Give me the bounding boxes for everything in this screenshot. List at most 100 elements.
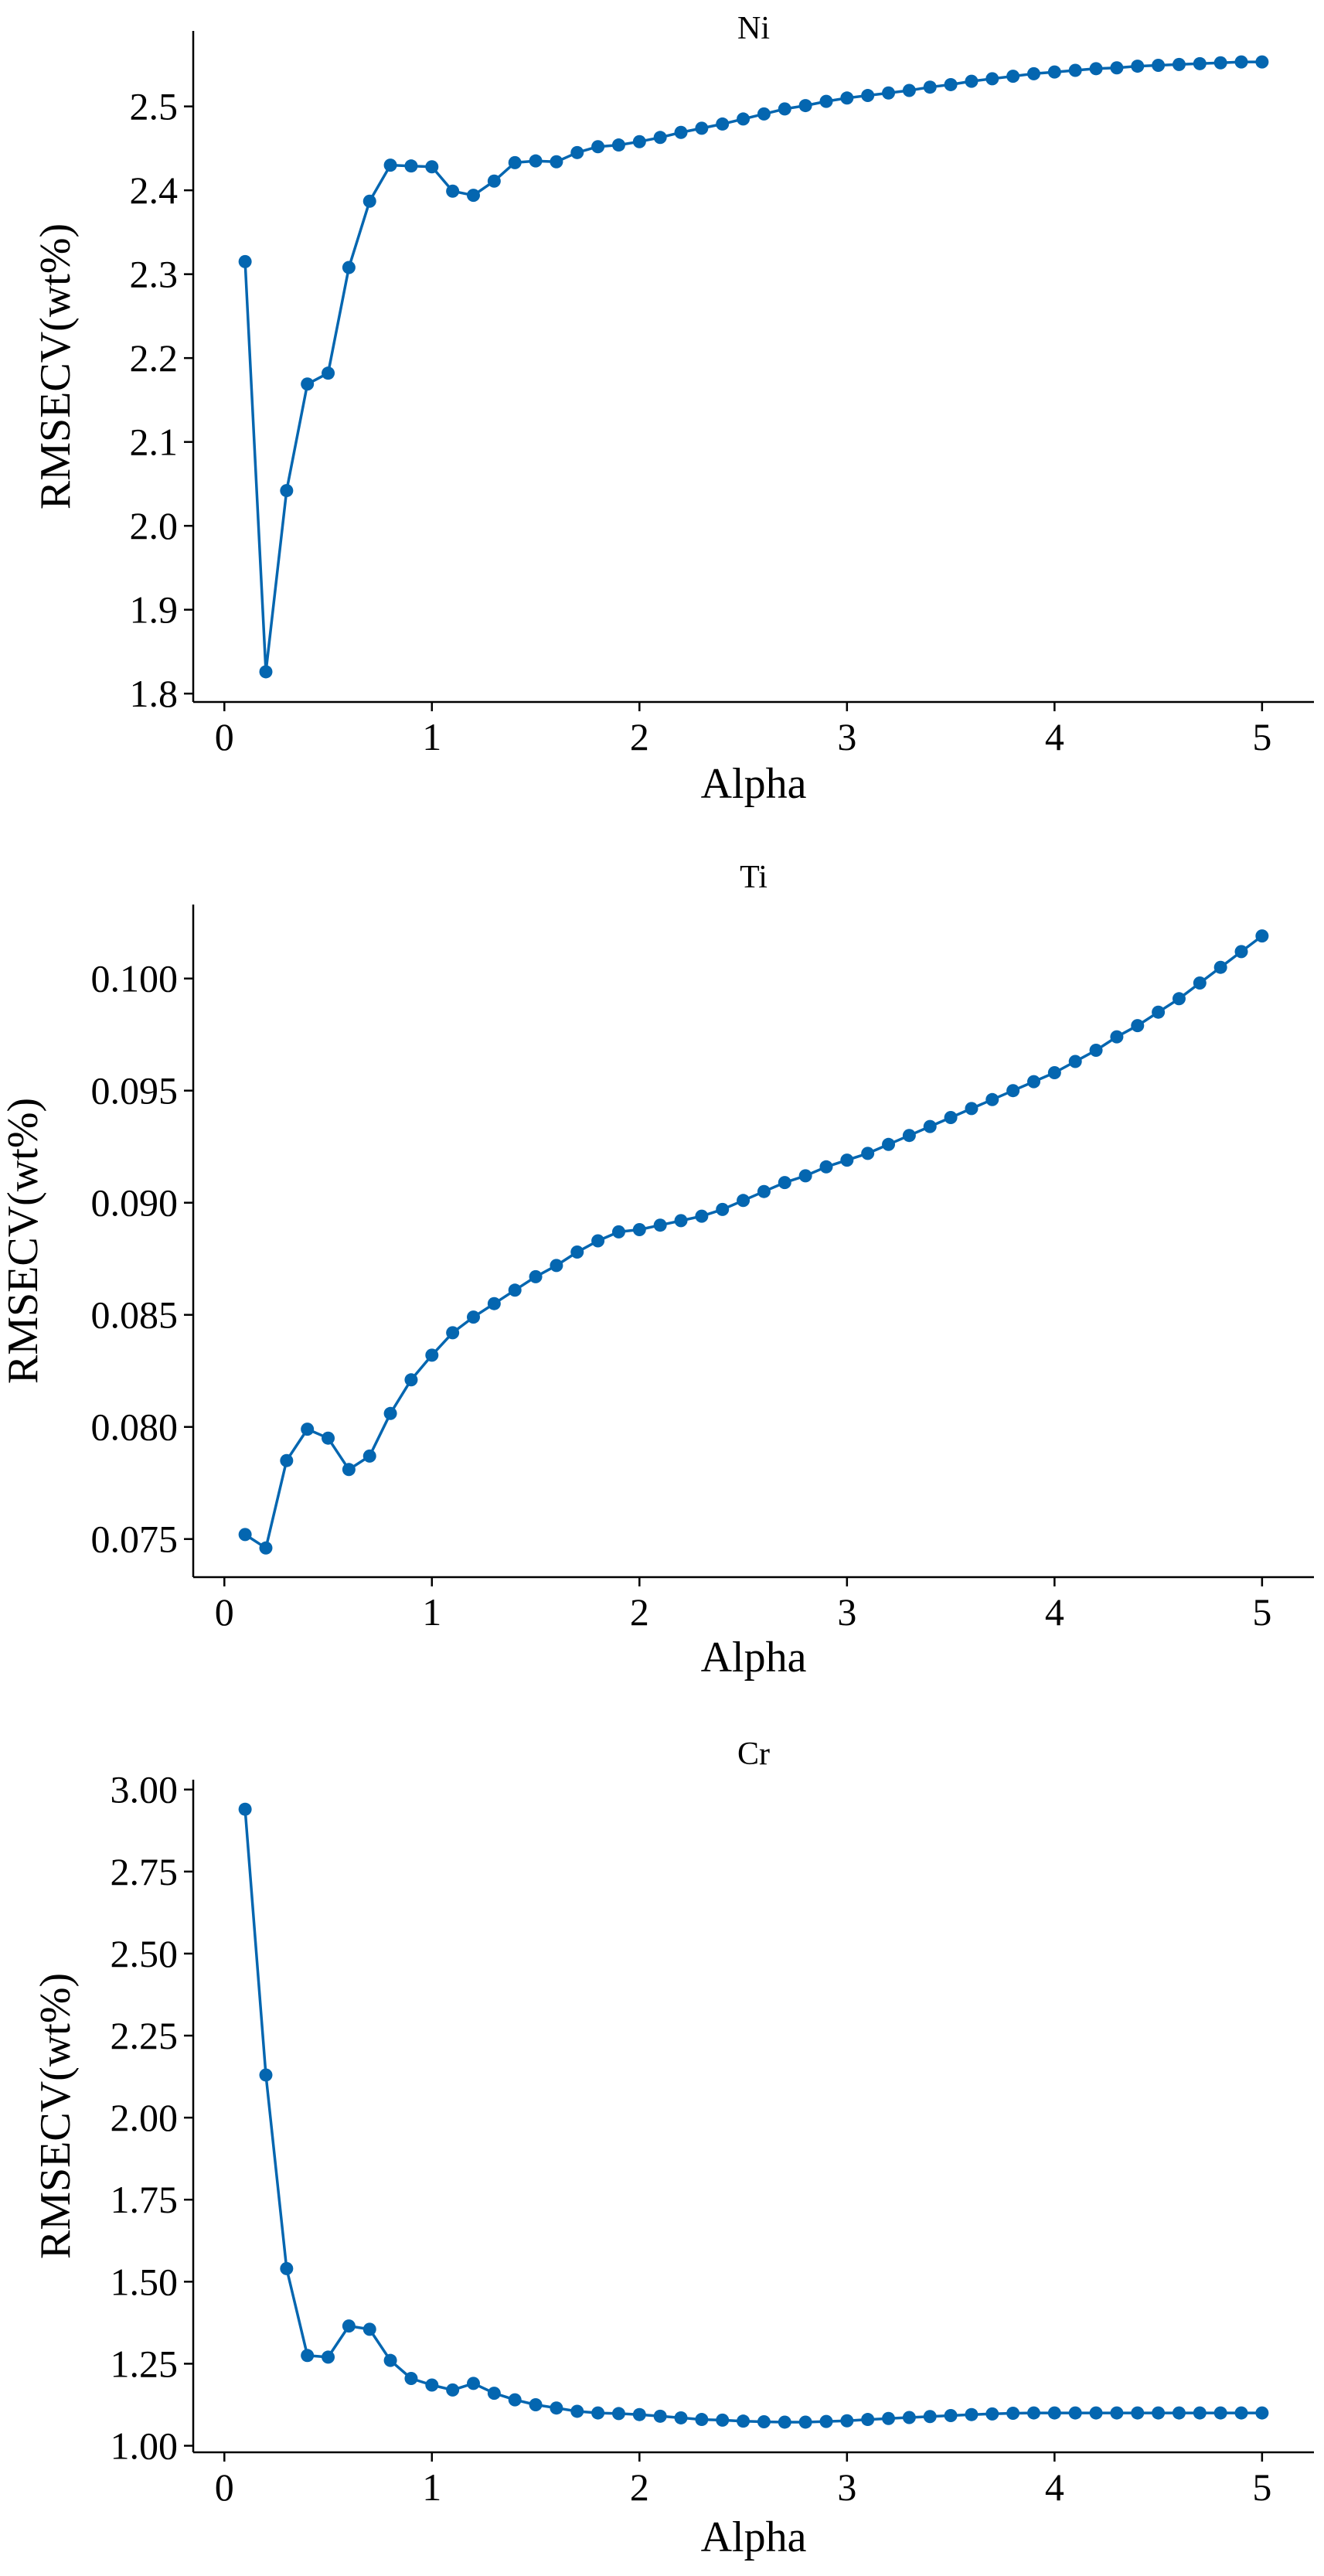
data-point bbox=[404, 1373, 418, 1387]
data-point bbox=[965, 1102, 979, 1116]
data-point bbox=[425, 160, 439, 174]
y-tick-label: 2.0 bbox=[130, 504, 179, 547]
series-line bbox=[244, 935, 1263, 1550]
data-point bbox=[882, 1137, 896, 1151]
data-point bbox=[819, 94, 833, 108]
data-point bbox=[716, 2413, 730, 2427]
data-point bbox=[238, 1802, 252, 1816]
chart-panel-cr: Cr 0 1 2 3 4 5 1.00 1.25 1.50 1.75 2.00 2.25 2.50 2.75… bbox=[32, 1736, 1314, 2561]
data-point bbox=[238, 254, 252, 268]
data-point bbox=[778, 102, 791, 116]
data-point bbox=[1068, 2406, 1082, 2420]
data-point bbox=[1047, 65, 1061, 79]
y-tick-label: 1.50 bbox=[111, 2260, 179, 2303]
data-point bbox=[923, 2410, 937, 2424]
data-point bbox=[1068, 1055, 1082, 1068]
data-point bbox=[882, 86, 896, 100]
data-point bbox=[362, 1449, 376, 1463]
data-point bbox=[529, 2397, 543, 2411]
data-point bbox=[1255, 2406, 1269, 2420]
data-point bbox=[716, 117, 730, 131]
data-point bbox=[570, 1245, 584, 1259]
data-point bbox=[840, 91, 854, 105]
data-point bbox=[1110, 1030, 1124, 1044]
y-tick-label: 2.00 bbox=[111, 2096, 179, 2139]
x-tick-label: 4 bbox=[1045, 2465, 1064, 2509]
y-tick-label: 2.4 bbox=[130, 169, 179, 212]
y-tick-label: 3.00 bbox=[111, 1768, 179, 1811]
x-tick-label: 2 bbox=[630, 2465, 649, 2509]
x-tick-label: 5 bbox=[1252, 2465, 1271, 2509]
data-point bbox=[1131, 2406, 1145, 2420]
data-point bbox=[1172, 57, 1186, 71]
data-point bbox=[1213, 2406, 1227, 2420]
data-point bbox=[923, 1119, 937, 1133]
data-point bbox=[757, 2415, 771, 2429]
data-point bbox=[944, 2408, 958, 2422]
data-point bbox=[570, 145, 584, 159]
data-point bbox=[653, 2409, 667, 2423]
y-tick-label: 0.080 bbox=[91, 1406, 179, 1449]
y-tick-label: 0.085 bbox=[91, 1293, 179, 1337]
y-tick-label: 2.3 bbox=[130, 253, 179, 296]
data-point bbox=[280, 484, 294, 498]
data-point bbox=[695, 121, 709, 135]
data-point bbox=[383, 158, 397, 172]
chart-panel-ni: Ni 0 1 2 3 4 5 1.8 1.9 2.0 2.1 2.2 2.3 2.4 2.5 Alpha RMS… bbox=[32, 11, 1314, 808]
data-point bbox=[404, 2372, 418, 2386]
data-point bbox=[611, 138, 625, 152]
data-point bbox=[1068, 63, 1082, 77]
data-point bbox=[1172, 2406, 1186, 2420]
data-point bbox=[529, 154, 543, 168]
x-axis-label: Alpha bbox=[701, 760, 807, 808]
data-point bbox=[632, 135, 646, 148]
chart-title: Ni bbox=[737, 11, 770, 46]
y-tick-label: 2.50 bbox=[111, 1932, 179, 1975]
x-tick-label: 5 bbox=[1252, 1590, 1271, 1634]
data-point bbox=[716, 1202, 730, 1216]
y-tick-label: 1.25 bbox=[111, 2342, 179, 2385]
data-point bbox=[985, 1092, 999, 1106]
y-tick-label: 0.100 bbox=[91, 957, 179, 1000]
data-point bbox=[737, 1194, 750, 1208]
data-point bbox=[1193, 56, 1207, 70]
data-point bbox=[342, 261, 356, 274]
data-point bbox=[1027, 1075, 1040, 1089]
y-tick-label: 1.8 bbox=[130, 672, 179, 715]
data-point bbox=[944, 1111, 958, 1124]
data-point bbox=[1152, 1005, 1166, 1019]
data-point bbox=[1089, 1044, 1103, 1057]
data-point bbox=[840, 2414, 854, 2428]
data-point bbox=[778, 1176, 791, 1190]
data-point bbox=[550, 155, 563, 169]
y-tick-label: 2.5 bbox=[130, 85, 179, 128]
data-point bbox=[362, 2322, 376, 2336]
data-point bbox=[446, 2383, 460, 2397]
y-axis-label: RMSECV(wt%) bbox=[0, 1098, 47, 1384]
data-point bbox=[1234, 2406, 1248, 2420]
x-tick-label: 3 bbox=[837, 2465, 856, 2509]
data-point bbox=[446, 184, 460, 198]
data-point bbox=[508, 155, 522, 169]
data-point bbox=[861, 89, 875, 103]
data-point bbox=[550, 1259, 563, 1273]
data-point bbox=[342, 2319, 356, 2333]
data-point bbox=[1193, 976, 1207, 990]
data-point bbox=[819, 1160, 833, 1174]
data-point bbox=[944, 77, 958, 91]
data-point bbox=[280, 1453, 294, 1467]
x-tick-label: 5 bbox=[1252, 715, 1271, 758]
data-point bbox=[570, 2404, 584, 2418]
data-point bbox=[965, 2407, 979, 2421]
data-point bbox=[861, 1147, 875, 1160]
data-point bbox=[322, 366, 335, 380]
y-tick-label: 2.75 bbox=[111, 1850, 179, 1893]
data-point bbox=[985, 2407, 999, 2421]
data-point bbox=[487, 2387, 501, 2401]
data-point bbox=[238, 1528, 252, 1542]
series-line bbox=[243, 1809, 1262, 2424]
data-point bbox=[467, 2377, 480, 2390]
data-point bbox=[1006, 1084, 1020, 1098]
x-tick-label: 2 bbox=[630, 715, 649, 758]
